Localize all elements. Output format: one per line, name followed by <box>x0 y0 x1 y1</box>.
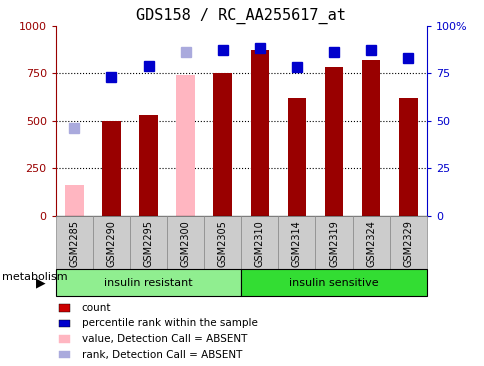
Bar <box>315 216 352 269</box>
Bar <box>139 115 157 216</box>
Text: GSM2300: GSM2300 <box>180 220 190 267</box>
Text: GSM2324: GSM2324 <box>365 220 376 267</box>
Bar <box>241 269 426 296</box>
Text: value, Detection Call = ABSENT: value, Detection Call = ABSENT <box>82 334 247 344</box>
Bar <box>389 216 426 269</box>
Text: GSM2290: GSM2290 <box>106 220 116 267</box>
Bar <box>60 351 69 358</box>
Bar <box>56 216 93 269</box>
Text: insulin resistant: insulin resistant <box>104 278 193 288</box>
Text: GSM2310: GSM2310 <box>254 220 264 267</box>
Bar <box>287 98 305 216</box>
Bar <box>60 304 69 312</box>
Bar <box>398 98 417 216</box>
Bar <box>241 216 278 269</box>
Bar <box>56 269 241 296</box>
Bar <box>176 75 195 216</box>
Text: rank, Detection Call = ABSENT: rank, Detection Call = ABSENT <box>82 350 242 359</box>
Text: GSM2305: GSM2305 <box>217 220 227 267</box>
Text: GSM2285: GSM2285 <box>69 220 79 267</box>
Bar <box>102 121 121 216</box>
Bar <box>250 51 269 216</box>
Text: ▶: ▶ <box>36 276 46 289</box>
Bar <box>93 216 130 269</box>
Bar <box>278 216 315 269</box>
Text: count: count <box>82 303 111 313</box>
Title: GDS158 / RC_AA255617_at: GDS158 / RC_AA255617_at <box>136 8 346 24</box>
Text: GSM2319: GSM2319 <box>328 220 338 267</box>
Bar <box>60 335 69 343</box>
Bar <box>166 216 204 269</box>
Text: GSM2329: GSM2329 <box>402 220 412 267</box>
Text: insulin sensitive: insulin sensitive <box>288 278 378 288</box>
Bar <box>65 186 83 216</box>
Bar <box>60 320 69 327</box>
Text: metabolism: metabolism <box>2 272 68 282</box>
Text: GSM2314: GSM2314 <box>291 220 302 267</box>
Bar <box>361 60 379 216</box>
Text: GSM2295: GSM2295 <box>143 220 153 267</box>
Bar <box>130 216 166 269</box>
Bar <box>213 73 231 216</box>
Text: percentile rank within the sample: percentile rank within the sample <box>82 318 257 328</box>
Bar <box>324 67 343 216</box>
Bar <box>352 216 389 269</box>
Bar <box>204 216 241 269</box>
